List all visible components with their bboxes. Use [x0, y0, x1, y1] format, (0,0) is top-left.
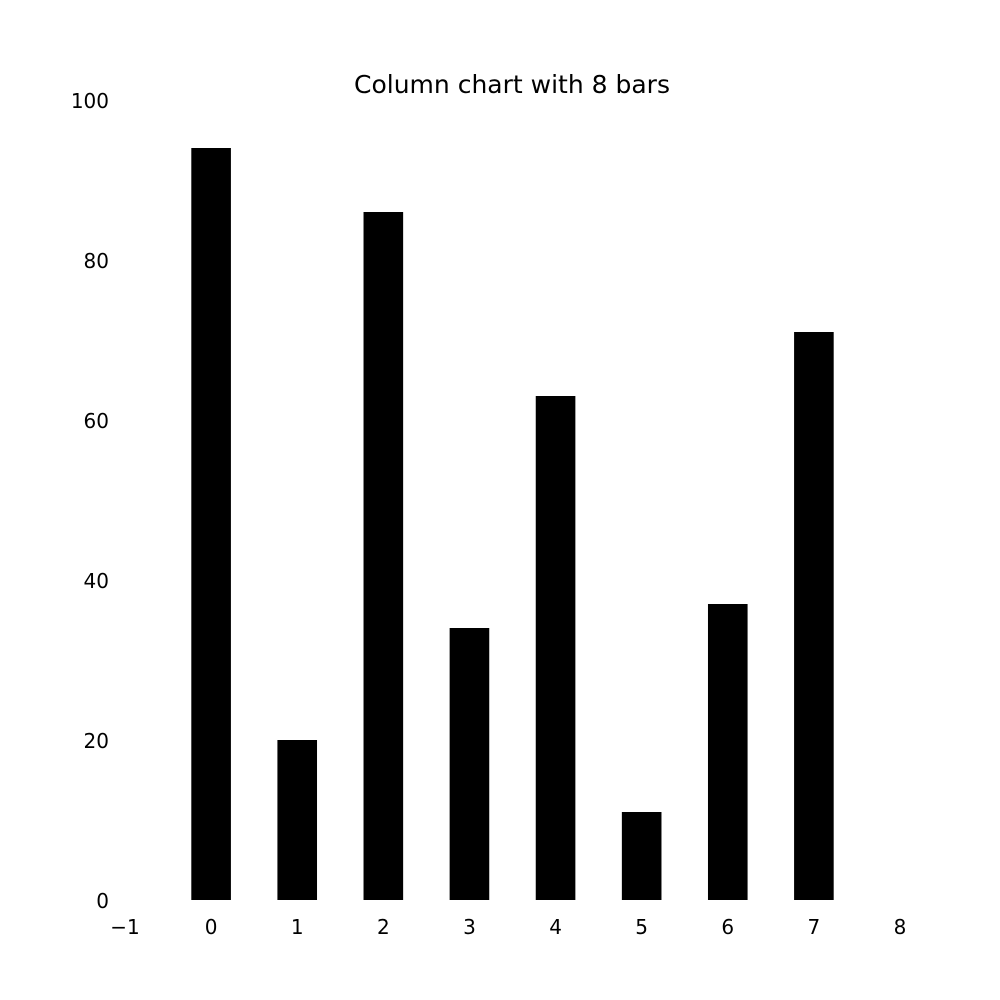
x-tick-label: 6	[721, 915, 734, 939]
bar-2	[363, 212, 404, 900]
bar-0	[191, 148, 231, 900]
y-tick-label: 60	[84, 409, 109, 433]
y-tick-label: 80	[84, 249, 109, 273]
x-tick-label: 0	[205, 915, 218, 939]
y-tick-label: 40	[84, 569, 109, 593]
bar-3	[449, 628, 490, 900]
y-tick-label: 20	[84, 729, 109, 753]
bar-6	[707, 604, 748, 900]
x-tick-label: 4	[549, 915, 562, 939]
x-tick-label: 2	[377, 915, 390, 939]
bar-1	[277, 740, 318, 900]
bars-group	[191, 148, 834, 900]
x-tick-label: 7	[808, 915, 821, 939]
x-tick-label: 3	[463, 915, 476, 939]
bar-7	[794, 332, 834, 900]
bar-4	[535, 396, 576, 900]
x-tick-label: −1	[110, 915, 139, 939]
x-tick-label: 8	[894, 915, 907, 939]
x-tick-label: 1	[291, 915, 304, 939]
x-axis-tick-labels: −1 0 1 2 3 4 5 6 7 8	[110, 915, 906, 939]
y-tick-label: 100	[71, 89, 109, 113]
x-tick-label: 5	[635, 915, 648, 939]
y-axis-tick-labels: 0 20 40 60 80 100	[71, 89, 109, 913]
chart-title: Column chart with 8 bars	[354, 70, 670, 99]
bar-5	[621, 812, 662, 900]
y-tick-label: 0	[96, 889, 109, 913]
